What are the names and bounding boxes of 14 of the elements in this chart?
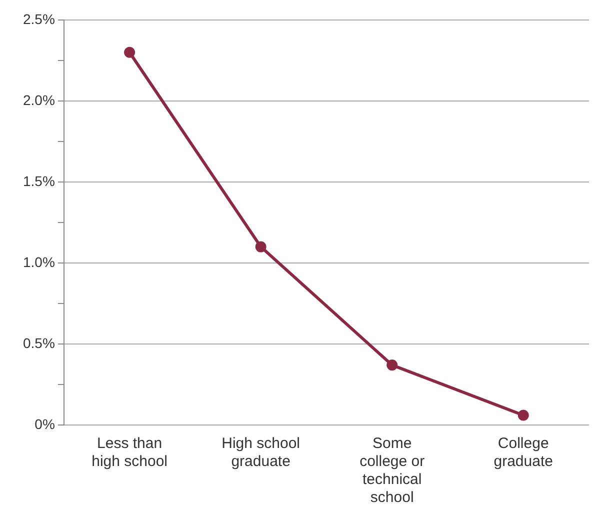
y-tick-label: 1.5% (22, 172, 55, 189)
point (255, 241, 266, 252)
x-tick-label: Less than high school (92, 435, 168, 470)
point (386, 360, 398, 371)
x-tick-label: High school graduate (222, 435, 300, 470)
y-tick-label: 0.5% (22, 334, 55, 351)
y-tick-label: 0% (34, 416, 55, 432)
y-tick-label: 2.0% (22, 92, 55, 108)
y-tick-label: 2.5% (22, 10, 55, 27)
point (518, 410, 529, 421)
x-tick-label: College graduate (494, 435, 553, 470)
y-tick-label: 1.0% (22, 254, 55, 270)
point (124, 46, 136, 58)
x-tick-label: Some college or technical school (360, 435, 425, 506)
